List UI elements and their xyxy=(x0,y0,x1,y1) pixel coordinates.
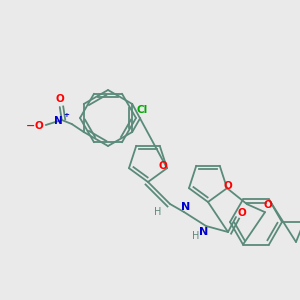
Text: N: N xyxy=(182,202,190,212)
Text: N: N xyxy=(200,227,208,237)
Text: −: − xyxy=(26,121,35,131)
Text: Cl: Cl xyxy=(136,105,148,115)
Text: O: O xyxy=(34,121,43,131)
Text: O: O xyxy=(56,94,64,104)
Text: O: O xyxy=(264,200,272,210)
Text: O: O xyxy=(223,181,232,191)
Text: O: O xyxy=(238,208,246,218)
Text: O: O xyxy=(158,161,167,171)
Text: N: N xyxy=(54,116,63,126)
Text: H: H xyxy=(154,207,162,217)
Text: H: H xyxy=(192,231,200,241)
Text: +: + xyxy=(63,112,69,118)
